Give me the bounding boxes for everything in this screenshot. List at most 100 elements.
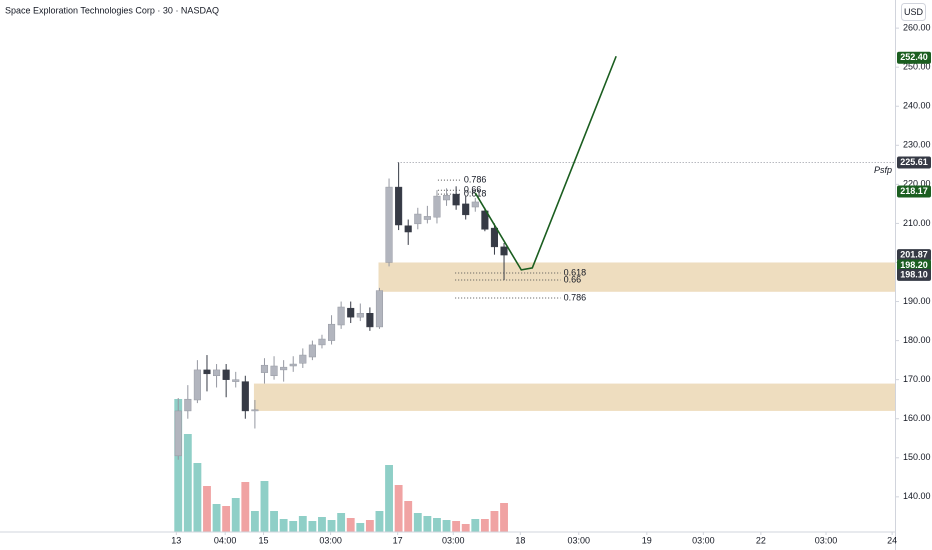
y-tick-label: 210.00	[903, 218, 931, 228]
candle-body	[347, 307, 355, 318]
x-tick-label: 22	[756, 535, 766, 545]
volume-bar	[241, 482, 250, 532]
volume-bar	[308, 521, 317, 532]
x-tick-label: 13	[171, 535, 181, 545]
candle-body	[213, 369, 221, 377]
y-tick-label: 140.00	[903, 491, 931, 501]
price-tag-label: 225.61	[900, 157, 928, 167]
currency-box[interactable]	[901, 3, 926, 21]
volume-bar	[279, 519, 288, 532]
volume-bar	[423, 516, 432, 532]
volume-bar	[461, 524, 470, 532]
y-tick-label: 260.00	[903, 22, 931, 32]
price-tag	[897, 268, 931, 281]
x-tick-label: 18	[515, 535, 525, 545]
volume-bar	[356, 523, 365, 532]
x-tick-label: 04:00	[214, 535, 237, 545]
candle-body	[356, 313, 364, 318]
candle-body	[375, 290, 384, 328]
candle-body	[280, 366, 288, 371]
x-tick-label: 03:00	[442, 535, 465, 545]
volume-bar	[433, 518, 441, 532]
price-tag-label: 218.17	[900, 186, 928, 196]
y-tick-label: 170.00	[903, 374, 931, 384]
price-tag	[897, 185, 931, 198]
candle-body	[251, 409, 259, 412]
candle-body	[184, 398, 192, 412]
y-tick-label: 180.00	[903, 335, 931, 345]
x-tick-label: 24	[887, 535, 897, 545]
x-tick-label: 03:00	[815, 535, 838, 545]
candle-body	[433, 195, 441, 218]
volume-layer	[174, 399, 508, 532]
candle-body	[452, 193, 460, 206]
volume-bar	[222, 506, 231, 532]
candle-body	[366, 313, 374, 328]
volume-bar	[413, 513, 422, 532]
volume-bar	[490, 511, 499, 532]
zone	[253, 383, 895, 411]
volume-bar	[174, 399, 183, 532]
volume-bar	[394, 485, 403, 532]
candle-body	[395, 186, 403, 226]
volume-bar	[375, 511, 384, 532]
candles-layer	[174, 55, 617, 460]
candle-body	[299, 354, 307, 364]
candle-body	[328, 323, 336, 341]
candle-body	[289, 363, 297, 367]
volume-bar	[260, 481, 269, 532]
price-tag-label: 198.10	[900, 269, 928, 279]
volume-bar	[270, 511, 278, 532]
price-tag	[897, 156, 931, 169]
volume-bar	[346, 518, 355, 532]
candle-body	[174, 410, 182, 457]
zone	[378, 262, 895, 292]
volume-bar	[231, 498, 240, 532]
volume-bar	[452, 521, 461, 532]
fib-label: 0.66	[464, 185, 482, 195]
volume-bar	[250, 511, 259, 532]
y-tick-label: 240.00	[903, 101, 931, 111]
candle-body	[308, 344, 316, 358]
volume-bar	[289, 521, 298, 532]
fib-label: 0.618	[564, 267, 587, 277]
candle-body	[260, 364, 269, 373]
candle-body	[270, 365, 278, 377]
volume-bar	[404, 501, 413, 532]
volume-bar	[193, 463, 202, 532]
volume-bar	[471, 519, 480, 532]
price-tag	[897, 51, 931, 64]
candle-body	[337, 306, 345, 326]
x-tick-label: 19	[642, 535, 652, 545]
price-tag	[897, 249, 931, 262]
volume-bar	[385, 465, 393, 532]
candle-body	[462, 203, 470, 216]
y-tick-label: 230.00	[903, 140, 931, 150]
volume-bar	[365, 520, 374, 532]
volume-bar	[327, 520, 336, 532]
y-tick-label: 220.00	[903, 179, 931, 189]
zones-layer	[253, 262, 895, 411]
x-tick-label: 03:00	[568, 535, 591, 545]
candle-body	[404, 225, 412, 233]
volume-bar	[337, 513, 346, 532]
volume-bar	[212, 504, 221, 532]
volume-bar	[480, 519, 489, 532]
fib-label: 0.786	[464, 174, 487, 184]
price-tag-label: 252.40	[900, 52, 928, 62]
candle-body	[241, 381, 249, 412]
candle-body	[193, 369, 201, 401]
x-tick-label: 03:00	[319, 535, 342, 545]
y-tick-label: 190.00	[903, 296, 931, 306]
candle-body	[203, 369, 211, 375]
candle-body	[414, 213, 422, 225]
x-tick-label: 15	[259, 535, 269, 545]
volume-bar	[203, 486, 211, 532]
x-tick-label: 03:00	[692, 535, 715, 545]
volume-bar	[500, 503, 508, 532]
candle-body	[500, 246, 508, 256]
currency-label[interactable]: USD	[904, 7, 924, 17]
price-tag-label: 198.20	[900, 260, 928, 270]
fib-label: 0.786	[564, 292, 587, 302]
